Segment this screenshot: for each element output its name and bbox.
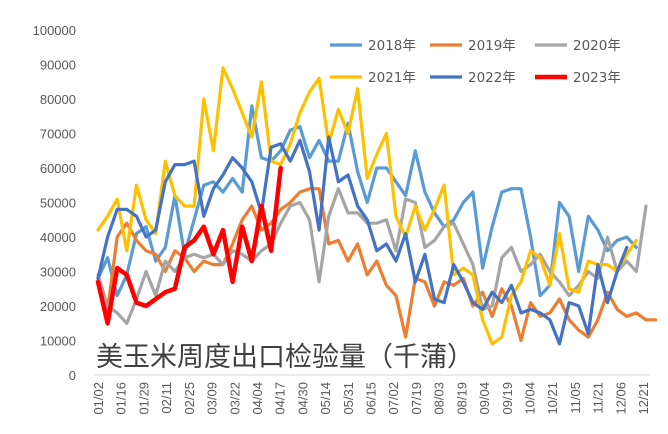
- y-tick-label: 30000: [40, 265, 76, 280]
- x-tick-label: 12/21: [636, 382, 651, 415]
- x-tick-label: 09/04: [477, 382, 492, 415]
- series-line-1: [96, 187, 658, 343]
- x-tick-label: 12/06: [613, 382, 628, 415]
- x-tick-label: 04/17: [273, 382, 288, 415]
- x-tick-label: 05/31: [341, 382, 356, 415]
- x-tick-label: 03/09: [205, 382, 220, 415]
- x-tick-label: 02/11: [159, 382, 174, 414]
- y-tick-label: 70000: [40, 127, 76, 142]
- legend-label: 2018年: [368, 38, 416, 54]
- y-tick-label: 60000: [40, 161, 76, 176]
- x-tick-label: 04/30: [295, 382, 310, 415]
- legend-label: 2023年: [573, 70, 621, 86]
- series-layer: [95, 66, 658, 346]
- y-tick-label: 50000: [40, 196, 76, 211]
- x-tick-label: 04/04: [250, 382, 265, 415]
- x-tick-label: 10/21: [545, 382, 560, 415]
- legend-label: 2022年: [468, 70, 516, 86]
- x-tick-label: 11/05: [568, 382, 583, 414]
- y-tick-label: 40000: [40, 230, 76, 245]
- x-tick-label: 02/25: [182, 382, 197, 415]
- y-tick-label: 0: [69, 368, 76, 383]
- series-line-3: [96, 66, 639, 346]
- legend: 2018年 2019年 2020年 2021年 2022年 2023年: [330, 38, 621, 86]
- series-line-2: [96, 187, 648, 325]
- x-tick-label: 08/03: [432, 382, 447, 415]
- x-axis-tick-labels: 01/02 01/16 01/29 02/11 02/25 03/09 03/22 04/04…: [91, 382, 651, 415]
- legend-label: 2019年: [468, 38, 516, 54]
- x-tick-label: 07/19: [409, 382, 424, 415]
- chart-annotation: 美玉米周度出口检验量（千蒲）: [96, 342, 474, 373]
- x-tick-label: 06/15: [364, 382, 379, 415]
- y-tick-label: 20000: [40, 299, 76, 314]
- x-tick-label: 03/22: [227, 382, 242, 415]
- x-tick-label: 10/04: [522, 382, 537, 415]
- x-tick-label: 05/14: [318, 382, 333, 415]
- y-tick-label: 90000: [40, 58, 76, 73]
- series-line-4: [96, 135, 629, 346]
- x-tick-label: 01/29: [136, 382, 151, 415]
- x-tick-label: 08/19: [454, 382, 469, 415]
- series-line-5: [95, 165, 283, 326]
- legend-label: 2021年: [368, 70, 416, 86]
- x-tick-label: 07/02: [386, 382, 401, 415]
- x-tick-label: 01/16: [114, 382, 129, 415]
- x-tick-label: 09/19: [500, 382, 515, 415]
- y-axis-tick-labels: 0 10000 20000 30000 40000 50000 60000 70000 8000…: [33, 23, 76, 383]
- y-tick-label: 100000: [33, 23, 76, 38]
- x-tick-label: 01/02: [91, 382, 106, 415]
- y-tick-label: 10000: [40, 334, 76, 349]
- x-tick-label: 11/21: [591, 382, 606, 414]
- legend-label: 2020年: [573, 38, 621, 54]
- y-tick-label: 80000: [40, 92, 76, 107]
